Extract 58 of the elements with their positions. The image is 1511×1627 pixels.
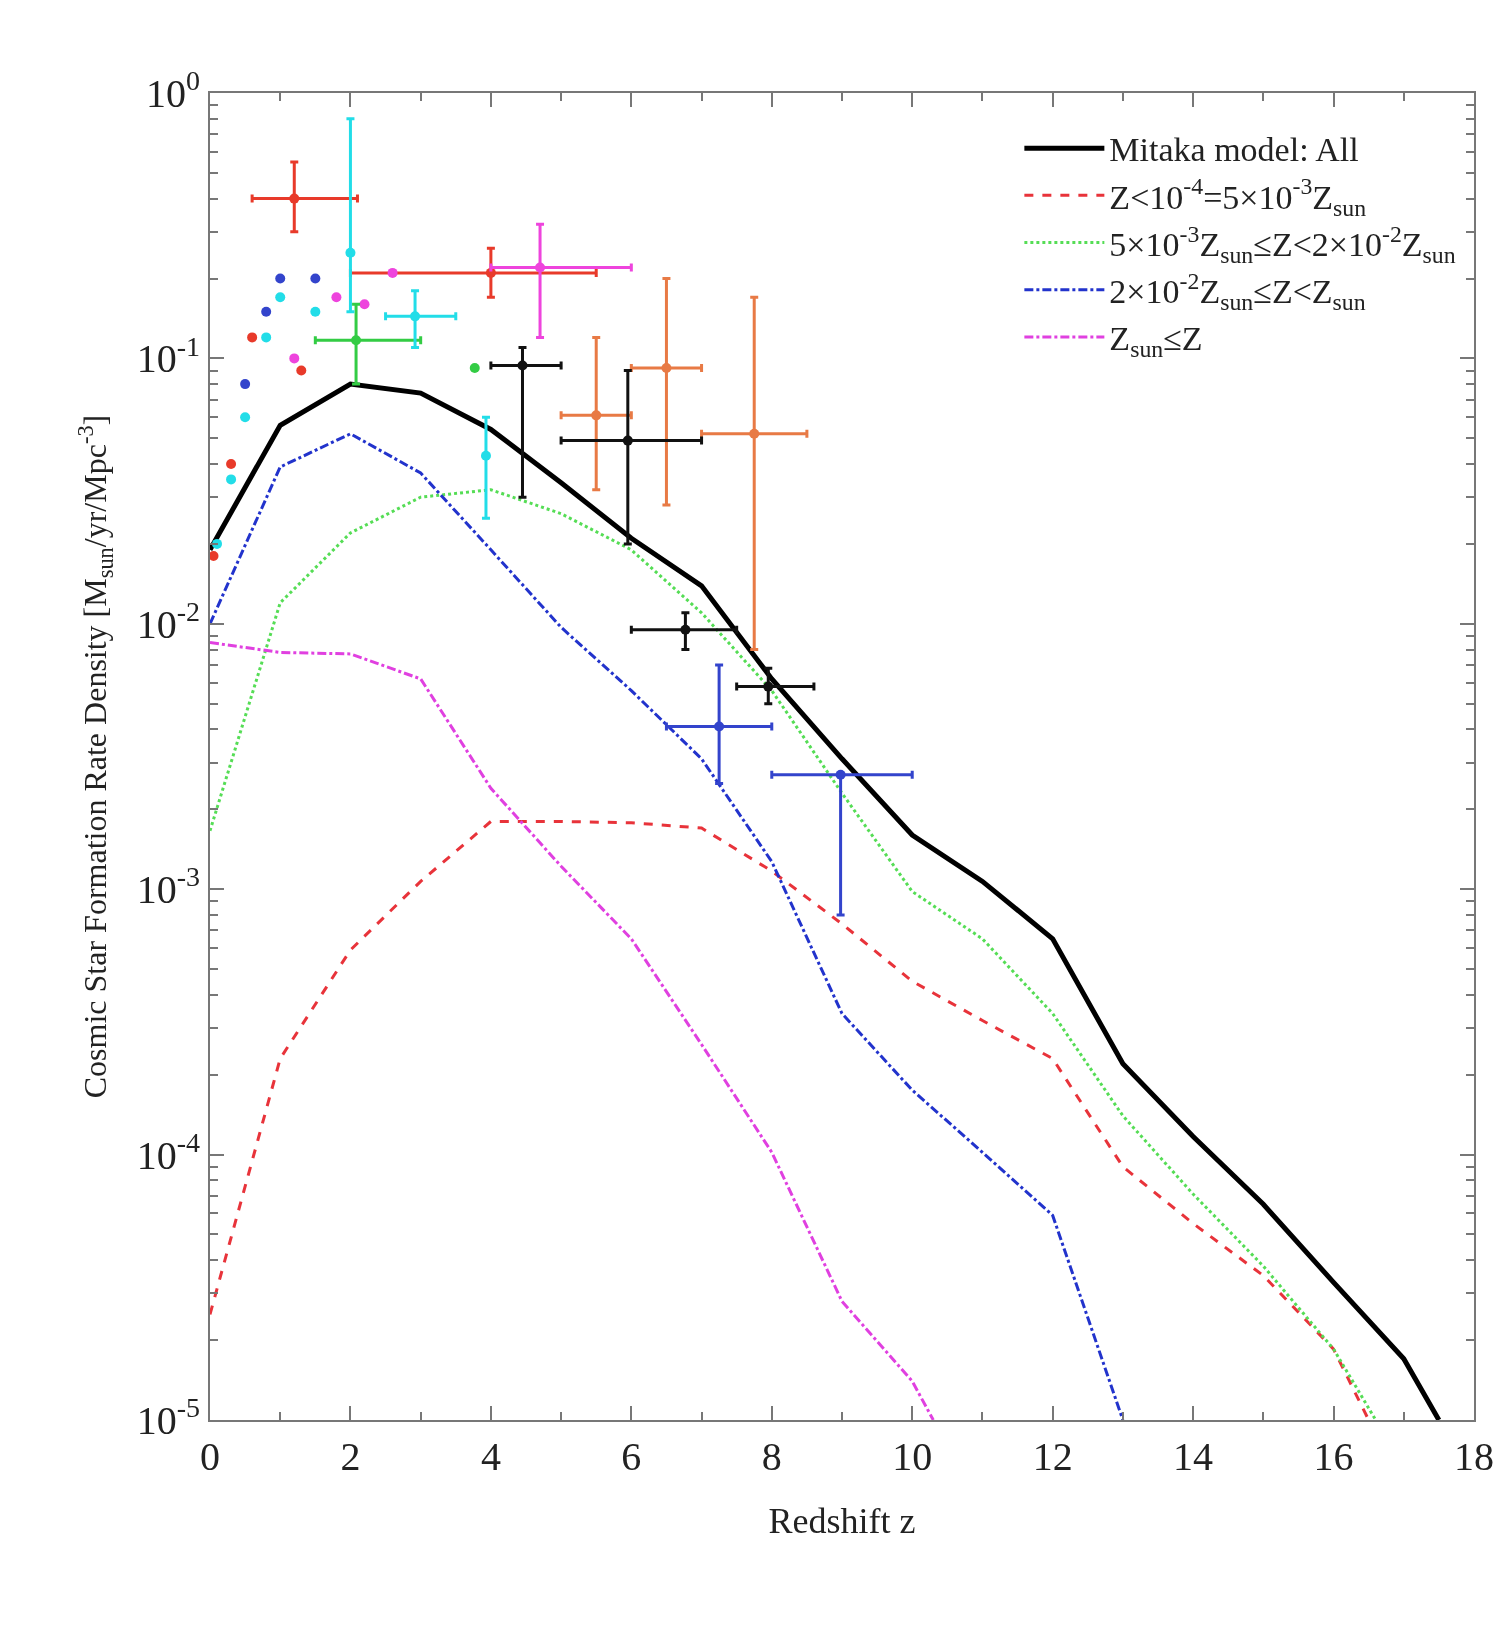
- y-tick-label: 10$^{-3}$: [136, 861, 200, 913]
- y-tick-label: 10$^{0}$: [146, 65, 200, 116]
- point: [261, 332, 272, 343]
- point: [359, 299, 370, 310]
- y-tick-label: 10$^{-5}$: [136, 1392, 200, 1443]
- point: [310, 273, 321, 284]
- point: [310, 306, 321, 317]
- point: [622, 435, 633, 446]
- legend-label: Z<10$^{-4}$=5×10$^{-3}$Z$_{sun}$: [1109, 173, 1367, 221]
- x-tick-label: 8: [761, 1434, 782, 1479]
- legend-label: 5×10$^{-3}$Z$_{sun}$≤Z<2×10$^{-2}$Z$_{sun}$: [1109, 220, 1456, 268]
- point: [247, 332, 258, 343]
- point: [261, 306, 272, 317]
- point: [517, 360, 528, 371]
- x-tick-label: 12: [1032, 1434, 1073, 1479]
- y-tick-label: 10$^{-2}$: [136, 596, 200, 647]
- x-tick-label: 14: [1173, 1434, 1214, 1479]
- point: [296, 365, 307, 376]
- point: [591, 410, 602, 421]
- point: [275, 273, 286, 284]
- point: [240, 412, 251, 423]
- legend-label: Z$_{sun}$≤Z: [1109, 320, 1203, 363]
- point: [714, 721, 725, 732]
- point: [331, 292, 342, 303]
- x-tick-label: 4: [480, 1434, 501, 1479]
- point: [345, 247, 356, 258]
- x-tick-label: 18: [1454, 1434, 1494, 1479]
- point: [763, 681, 774, 692]
- line-series: [210, 641, 935, 1420]
- x-axis-title: Redshift z: [768, 1501, 916, 1542]
- point: [835, 769, 846, 780]
- point: [387, 267, 398, 278]
- point: [240, 379, 251, 390]
- point: [275, 292, 286, 303]
- point: [661, 363, 672, 374]
- point: [680, 624, 691, 635]
- point: [226, 459, 237, 470]
- legend-label: 2×10$^{-2}$Z$_{sun}$≤Z<Z$_{sun}$: [1109, 267, 1366, 316]
- x-tick-label: 10: [892, 1434, 933, 1479]
- point: [535, 262, 546, 273]
- line-series: [210, 432, 1125, 1420]
- y-tick-label: 10$^{-4}$: [136, 1126, 200, 1178]
- x-tick-label: 16: [1313, 1434, 1354, 1479]
- x-tick-label: 6: [621, 1434, 642, 1479]
- point: [749, 428, 760, 439]
- point: [469, 363, 480, 374]
- legend-label: Mitaka model: All: [1109, 131, 1359, 169]
- point: [210, 551, 219, 562]
- x-tick-label: 0: [200, 1434, 220, 1479]
- point: [226, 474, 237, 485]
- point: [351, 335, 362, 346]
- point: [480, 450, 491, 461]
- point: [289, 193, 300, 204]
- y-tick-label: 10$^{-1}$: [136, 330, 200, 382]
- line-series: [210, 819, 1371, 1420]
- point: [410, 311, 421, 322]
- x-tick-label: 2: [340, 1434, 361, 1479]
- point: [289, 353, 300, 364]
